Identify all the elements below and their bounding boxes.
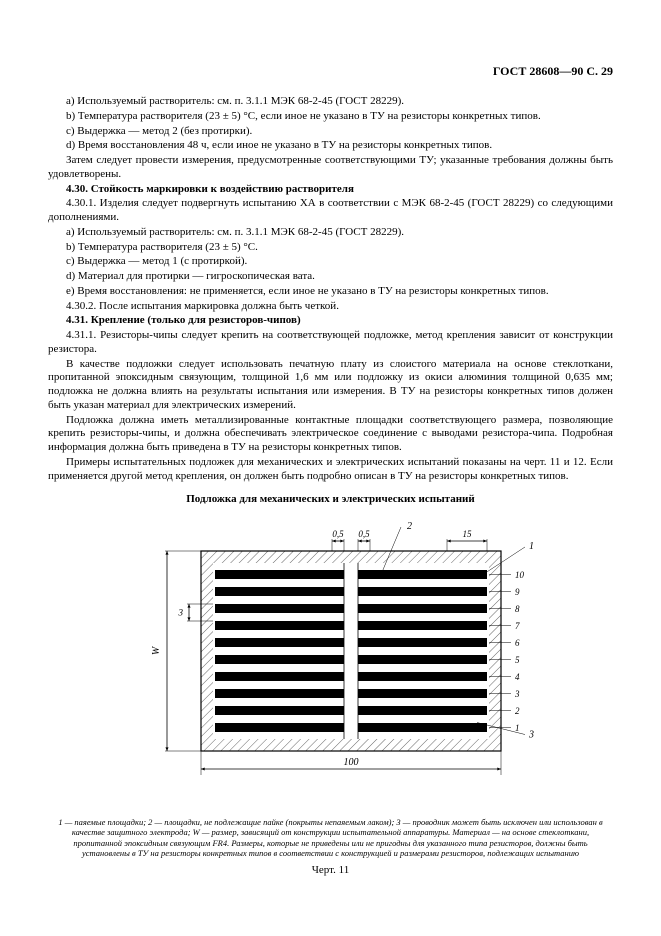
sec-430-2: 4.30.2. После испытания маркировка должн… xyxy=(48,300,613,314)
para-e: Затем следует провести измерения, предус… xyxy=(48,154,613,182)
svg-text:100: 100 xyxy=(343,757,358,768)
svg-text:6: 6 xyxy=(515,638,520,648)
sec-430-a: a) Используемый растворитель: см. п. 3.1… xyxy=(48,226,613,240)
svg-text:9: 9 xyxy=(515,587,520,597)
sec-431-title: 4.31. Крепление (только для резисторов-ч… xyxy=(48,314,613,328)
svg-text:8: 8 xyxy=(515,604,520,614)
svg-text:2: 2 xyxy=(515,706,520,716)
figure-label: Черт. 11 xyxy=(48,864,613,876)
sec-430-b: b) Температура растворителя (23 ± 5) °С. xyxy=(48,241,613,255)
para-d: d) Время восстановления 48 ч, если иное … xyxy=(48,139,613,153)
svg-text:3: 3 xyxy=(528,730,534,741)
sec-430-c: c) Выдержка — метод 1 (с протиркой). xyxy=(48,255,613,269)
svg-text:10: 10 xyxy=(515,570,525,580)
sec-431-p3: Примеры испытательных подложек для механ… xyxy=(48,456,613,484)
svg-text:1: 1 xyxy=(515,723,520,733)
sec-430-d: d) Материал для протирки — гигроскопичес… xyxy=(48,270,613,284)
para-c: c) Выдержка — метод 2 (без протирки). xyxy=(48,125,613,139)
sec-430-1: 4.30.1. Изделия следует подвергнуть испы… xyxy=(48,197,613,225)
svg-text:2: 2 xyxy=(407,521,412,532)
figure-caption: 1 — паяемые площадки; 2 — площадки, не п… xyxy=(58,817,603,858)
svg-text:W: W xyxy=(151,645,162,655)
sec-431-p2: Подложка должна иметь металлизированные … xyxy=(48,414,613,455)
sec-431-1: 4.31.1. Резисторы-чипы следует крепить н… xyxy=(48,329,613,357)
body-text: a) Используемый растворитель: см. п. 3.1… xyxy=(48,95,613,483)
svg-text:1: 1 xyxy=(529,541,534,552)
sec-431-p1: В качестве подложки следует использовать… xyxy=(48,358,613,413)
sec-430-title: 4.30. Стойкость маркировки к воздействию… xyxy=(48,183,613,197)
para-b: b) Температура растворителя (23 ± 5) °С,… xyxy=(48,110,613,124)
figure-wrap: 109876543210,50,515213100W3 xyxy=(48,511,613,811)
para-a: a) Используемый растворитель: см. п. 3.1… xyxy=(48,95,613,109)
svg-text:0,5: 0,5 xyxy=(332,529,344,539)
svg-text:3: 3 xyxy=(514,689,520,699)
sec-430-e: e) Время восстановления: не применяется,… xyxy=(48,285,613,299)
page-header: ГОСТ 28608—90 С. 29 xyxy=(48,64,613,79)
svg-text:7: 7 xyxy=(515,621,520,631)
svg-text:5: 5 xyxy=(515,655,520,665)
figure-svg: 109876543210,50,515213100W3 xyxy=(121,511,541,811)
svg-text:15: 15 xyxy=(462,529,472,539)
page: ГОСТ 28608—90 С. 29 a) Используемый раст… xyxy=(0,0,661,936)
figure-title: Подложка для механических и электрически… xyxy=(48,493,613,505)
svg-text:3: 3 xyxy=(177,608,183,618)
svg-text:0,5: 0,5 xyxy=(358,529,370,539)
svg-text:4: 4 xyxy=(515,672,520,682)
